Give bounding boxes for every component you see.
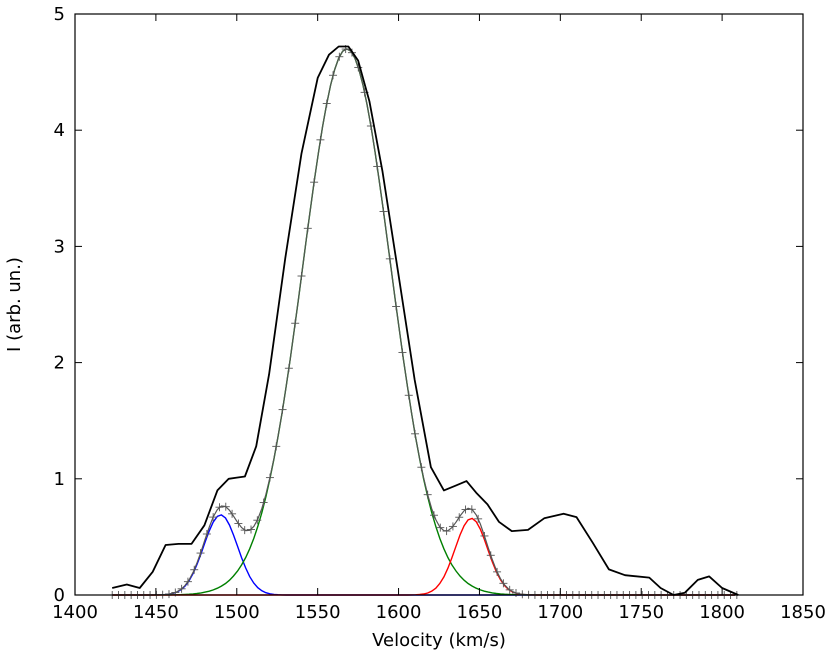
- model-plus-marker: [221, 502, 230, 511]
- observed-line: [111, 45, 739, 596]
- model-plus-marker: [265, 473, 274, 482]
- model-plus-marker: [398, 348, 407, 357]
- model-plus-marker: [278, 405, 287, 414]
- component-line-2: [112, 517, 736, 596]
- model-plus-marker: [512, 588, 521, 597]
- model-plus-marker: [177, 584, 186, 593]
- model-plus-marker: [316, 135, 325, 144]
- x-tick-label: 1750: [618, 602, 664, 623]
- model-plus-marker: [228, 509, 237, 518]
- component-line-0: [112, 514, 736, 596]
- model-plus-marker: [404, 391, 413, 400]
- model-plus-marker: [417, 463, 426, 472]
- x-tick-label: 1500: [214, 602, 260, 623]
- y-tick-label: 4: [54, 120, 65, 141]
- y-tick-label: 0: [54, 585, 65, 606]
- model-plus-marker: [505, 585, 514, 594]
- model-plus-marker: [247, 525, 256, 534]
- y-axis-ticks: 0 1 2 3 4 5: [54, 4, 803, 606]
- model-plus-marker: [253, 516, 262, 525]
- model-plus-marker: [259, 498, 268, 507]
- model-plus-marker: [493, 567, 502, 576]
- model-plus-marker: [284, 364, 293, 373]
- model-plus-marker: [322, 99, 331, 108]
- model-plus-marker: [474, 514, 483, 523]
- model-total-fit: [108, 45, 741, 599]
- model-plus-marker: [518, 590, 527, 599]
- model-plus-marker: [303, 224, 312, 233]
- model-plus-marker: [379, 207, 388, 216]
- model-plus-marker: [164, 590, 173, 599]
- y-tick-label: 5: [54, 4, 65, 25]
- x-tick-label: 1650: [457, 602, 503, 623]
- x-tick-label: 1600: [376, 602, 422, 623]
- model-plus-marker: [423, 490, 432, 499]
- model-plus-marker: [373, 162, 382, 171]
- x-axis-label: Velocity (km/s): [372, 630, 506, 651]
- model-plus-marker: [329, 71, 338, 80]
- y-tick-label: 3: [54, 236, 65, 257]
- plot-area-frame: [74, 13, 804, 596]
- x-tick-label: 1700: [537, 602, 583, 623]
- y-tick-label: 1: [54, 469, 65, 490]
- model-plus-marker: [467, 505, 476, 514]
- model-plus-marker: [411, 429, 420, 438]
- model-plus-marker: [209, 513, 218, 522]
- model-plus-marker: [392, 302, 401, 311]
- model-plus-marker: [196, 549, 205, 558]
- model-plus-marker: [436, 523, 445, 532]
- model-plus-marker: [486, 551, 495, 560]
- model-plus-marker: [190, 565, 199, 574]
- model-plus-marker: [202, 529, 211, 538]
- model-plus-marker: [335, 52, 344, 61]
- x-tick-label: 1550: [295, 602, 341, 623]
- x-tick-label: 1800: [699, 602, 745, 623]
- model-plus-marker: [499, 579, 508, 588]
- model-plus-marker: [234, 519, 243, 528]
- model-plus-marker: [240, 526, 249, 535]
- y-axis-label: I (arb. un.): [4, 257, 25, 352]
- model-plus-marker: [429, 511, 438, 520]
- model-plus-marker: [455, 513, 464, 522]
- model-plus-marker: [215, 503, 224, 512]
- model-plus-marker: [385, 254, 394, 263]
- x-tick-label: 1450: [133, 602, 179, 623]
- observed-spectrum: [111, 45, 739, 596]
- model-plus-marker: [310, 178, 319, 187]
- x-axis-ticks: 1400 1450 1500 1550 1600 1650 1700 1750 1800 1850: [52, 14, 826, 623]
- model-total-line: [112, 48, 736, 596]
- model-plus-marker: [272, 442, 281, 451]
- x-tick-label: 1400: [52, 602, 98, 623]
- y-tick-label: 2: [54, 353, 65, 374]
- model-plus-marker: [291, 319, 300, 328]
- model-plus-marker: [480, 531, 489, 540]
- gaussian-components: [112, 48, 736, 596]
- model-plus-marker: [448, 522, 457, 531]
- x-tick-label: 1850: [780, 602, 826, 623]
- model-plus-marker: [442, 527, 451, 536]
- model-plus-marker: [183, 577, 192, 586]
- model-plus-marker: [297, 272, 306, 281]
- component-line-1: [112, 48, 736, 596]
